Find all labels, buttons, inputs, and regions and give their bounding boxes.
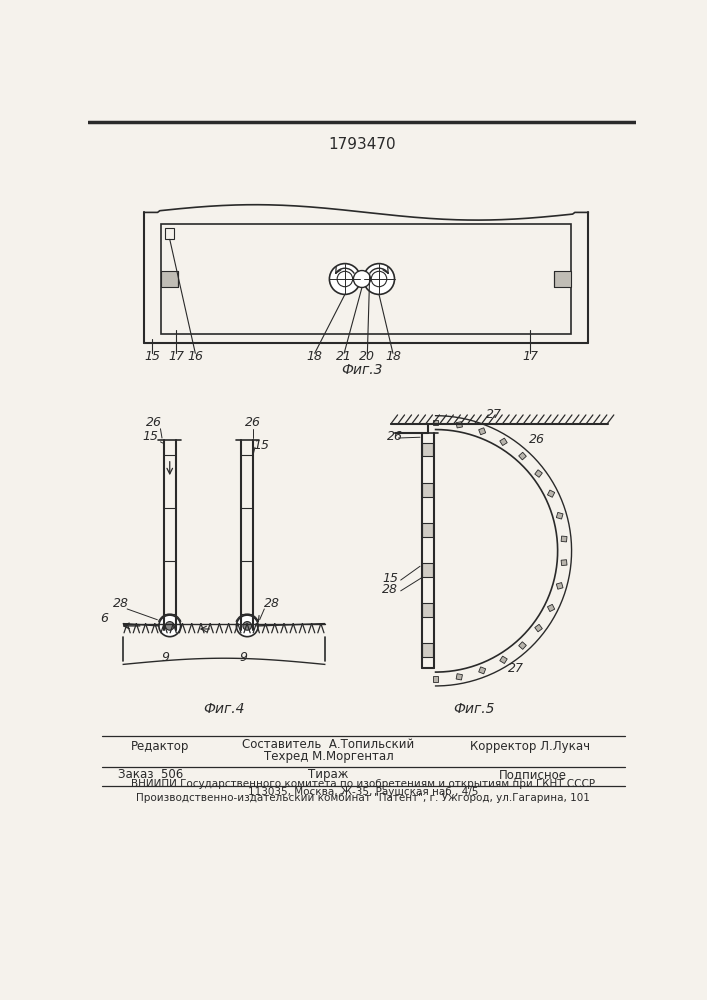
Polygon shape: [547, 490, 555, 497]
Text: Фиг.3: Фиг.3: [341, 363, 382, 377]
Text: 9: 9: [240, 651, 247, 664]
Bar: [422, 523, 433, 537]
Polygon shape: [519, 642, 526, 649]
Text: 16: 16: [187, 350, 204, 363]
Bar: [554, 271, 571, 287]
Bar: [161, 224, 571, 334]
Text: Заказ  506: Заказ 506: [118, 768, 183, 781]
Text: 15: 15: [142, 430, 158, 443]
Circle shape: [243, 622, 252, 630]
Polygon shape: [534, 624, 542, 632]
Polygon shape: [556, 583, 563, 589]
Polygon shape: [479, 428, 486, 435]
Text: 26: 26: [146, 416, 162, 429]
Polygon shape: [561, 536, 567, 542]
Text: 113035, Москва, Ж-35, Раушская наб., 4/5: 113035, Москва, Ж-35, Раушская наб., 4/5: [247, 787, 478, 797]
Circle shape: [236, 615, 258, 637]
Text: 9: 9: [162, 651, 170, 664]
Text: 27: 27: [486, 408, 502, 421]
Text: 26: 26: [530, 433, 545, 446]
Polygon shape: [519, 452, 526, 460]
Text: Составитель  А.Топильский: Составитель А.Топильский: [243, 738, 415, 751]
Circle shape: [363, 264, 395, 294]
Text: Тираж: Тираж: [308, 768, 349, 781]
Text: Подписное: Подписное: [499, 768, 567, 781]
Polygon shape: [547, 604, 555, 612]
Text: 20: 20: [359, 350, 375, 363]
Text: 28: 28: [382, 583, 398, 596]
Text: Корректор Л.Лукач: Корректор Л.Лукач: [470, 740, 590, 753]
Circle shape: [354, 271, 370, 287]
Text: 28: 28: [264, 597, 280, 610]
Text: 15: 15: [253, 439, 269, 452]
Text: 28: 28: [113, 597, 129, 610]
Circle shape: [165, 622, 174, 630]
Polygon shape: [500, 438, 507, 446]
Text: Редактор: Редактор: [131, 740, 189, 753]
Circle shape: [159, 615, 180, 637]
Text: Фиг.4: Фиг.4: [203, 702, 245, 716]
Bar: [422, 643, 433, 657]
Text: 18: 18: [385, 350, 401, 363]
Text: 18: 18: [307, 350, 322, 363]
Polygon shape: [500, 656, 507, 664]
Polygon shape: [456, 422, 462, 428]
Text: 21: 21: [336, 350, 352, 363]
Polygon shape: [561, 560, 567, 566]
Text: 27: 27: [508, 662, 523, 675]
Text: 17: 17: [168, 350, 184, 363]
Bar: [422, 563, 433, 577]
Polygon shape: [479, 667, 486, 674]
Polygon shape: [433, 676, 438, 682]
Polygon shape: [433, 420, 438, 425]
Text: 15: 15: [144, 350, 160, 363]
Polygon shape: [556, 512, 563, 519]
Text: 15: 15: [382, 572, 398, 585]
Text: 26: 26: [245, 416, 262, 429]
Text: Фиг.5: Фиг.5: [453, 702, 495, 716]
Text: 1793470: 1793470: [328, 137, 396, 152]
Circle shape: [371, 271, 387, 287]
Circle shape: [329, 264, 361, 294]
Polygon shape: [456, 674, 462, 680]
Bar: [422, 443, 433, 456]
Bar: [422, 483, 433, 497]
Bar: [165, 228, 175, 239]
Bar: [161, 271, 178, 287]
Text: 6: 6: [100, 612, 107, 625]
Circle shape: [337, 271, 353, 287]
Text: ВНИИПИ Государственного комитета по изобретениям и открытиям при ГКНТ СССР: ВНИИПИ Государственного комитета по изоб…: [131, 779, 595, 789]
Text: 26: 26: [387, 430, 403, 443]
Text: 17: 17: [522, 350, 538, 363]
Text: Техред М.Моргентал: Техред М.Моргентал: [264, 750, 394, 763]
Bar: [422, 603, 433, 617]
Polygon shape: [534, 470, 542, 477]
Text: Производственно-издательский комбинат "Патент", г. Ужгород, ул.Гагарина, 101: Производственно-издательский комбинат "П…: [136, 793, 590, 803]
